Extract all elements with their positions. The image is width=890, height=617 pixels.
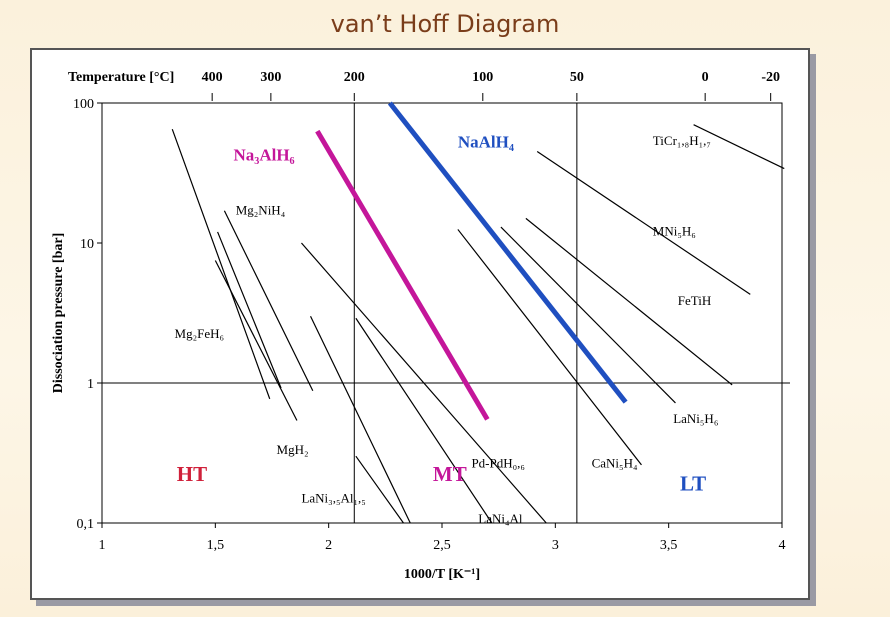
- series-line: [223, 210, 314, 392]
- reference-lines: [102, 103, 790, 523]
- x-tick-label: 2: [325, 538, 332, 553]
- y-tick-label: 1: [87, 377, 94, 392]
- series-label: Na₃AlH₆: [233, 145, 294, 164]
- slide-title: van’t Hoff Diagram: [330, 10, 560, 38]
- series-label: CaNi₅H₄: [592, 455, 638, 470]
- y-tick-label: 10: [80, 237, 94, 252]
- x-tick-label: 3,5: [660, 538, 678, 553]
- region-label: LT: [680, 472, 706, 496]
- region-label: HT: [177, 462, 207, 486]
- x-tick-label: 2,5: [433, 538, 451, 553]
- top-tick-label: 200: [344, 70, 365, 85]
- x-axis-title: 1000/T [K⁻¹]: [404, 567, 480, 582]
- y-axis-title: Dissociation pressure [bar]: [51, 233, 66, 393]
- vant-hoff-chart: 1 1,5 2 2,5 3 3,5 4 100 10 1 0,1 400 300 200 100 50 0 -20…: [51, 70, 790, 582]
- top-tick-label: -20: [761, 70, 780, 85]
- series-line: [217, 231, 282, 389]
- x-tick-label: 1: [99, 538, 106, 553]
- series-label: LaNi₅H₆: [673, 411, 718, 426]
- series-label: NaAlH₄: [458, 133, 514, 152]
- series-line: [309, 315, 411, 524]
- labels: 1000/T [K⁻¹] Dissociation pressure [bar] N…: [51, 133, 718, 582]
- region-label: MT: [433, 462, 467, 486]
- series-line: [387, 101, 628, 404]
- series-label: TiCr₁,₈H₁,₇: [653, 133, 711, 148]
- y-tick-label: 100: [73, 97, 94, 112]
- series-label: Mg₂NiH₄: [236, 202, 286, 217]
- series-line: [171, 128, 271, 400]
- top-tick-label: 0: [702, 70, 709, 85]
- series-line: [536, 151, 751, 295]
- x-tick-label: 1,5: [207, 538, 225, 553]
- series-line: [525, 217, 733, 386]
- top-tick-label: 400: [202, 70, 223, 85]
- series-line: [500, 226, 676, 404]
- series-label: LaNi₄Al: [478, 511, 523, 526]
- series-label: LaNi₃,₅Al₁,₅: [301, 491, 365, 506]
- top-tick-label: 50: [570, 70, 584, 85]
- series-line: [457, 229, 642, 466]
- series-label: Pd-PdH₀,₆: [471, 455, 525, 470]
- series-line: [355, 455, 404, 524]
- series-line: [301, 242, 547, 524]
- series-line: [355, 317, 493, 524]
- series-line: [214, 260, 298, 421]
- series-label: MNi₅H₆: [653, 224, 696, 239]
- x-tick-label: 4: [779, 538, 786, 553]
- top-tick-label: 100: [472, 70, 493, 85]
- series-lines: [171, 101, 785, 524]
- series-line: [693, 124, 785, 170]
- series-label: FeTiH: [678, 293, 711, 308]
- top-axis-title: Temperature [°C]: [68, 70, 174, 85]
- series-line: [315, 129, 490, 421]
- y-tick-label: 0,1: [77, 517, 95, 532]
- top-tick-label: 300: [260, 70, 281, 85]
- chart-panel: 1 1,5 2 2,5 3 3,5 4 100 10 1 0,1 400 300 200 100 50 0 -20…: [30, 48, 810, 600]
- axis-ticks: 1 1,5 2 2,5 3 3,5 4 100 10 1 0,1 400 300 200 100 50 0 -20…: [68, 70, 786, 553]
- series-label: MgH₂: [277, 442, 309, 457]
- series-label: Mg₂FeH₆: [175, 326, 225, 341]
- x-tick-label: 3: [552, 538, 559, 553]
